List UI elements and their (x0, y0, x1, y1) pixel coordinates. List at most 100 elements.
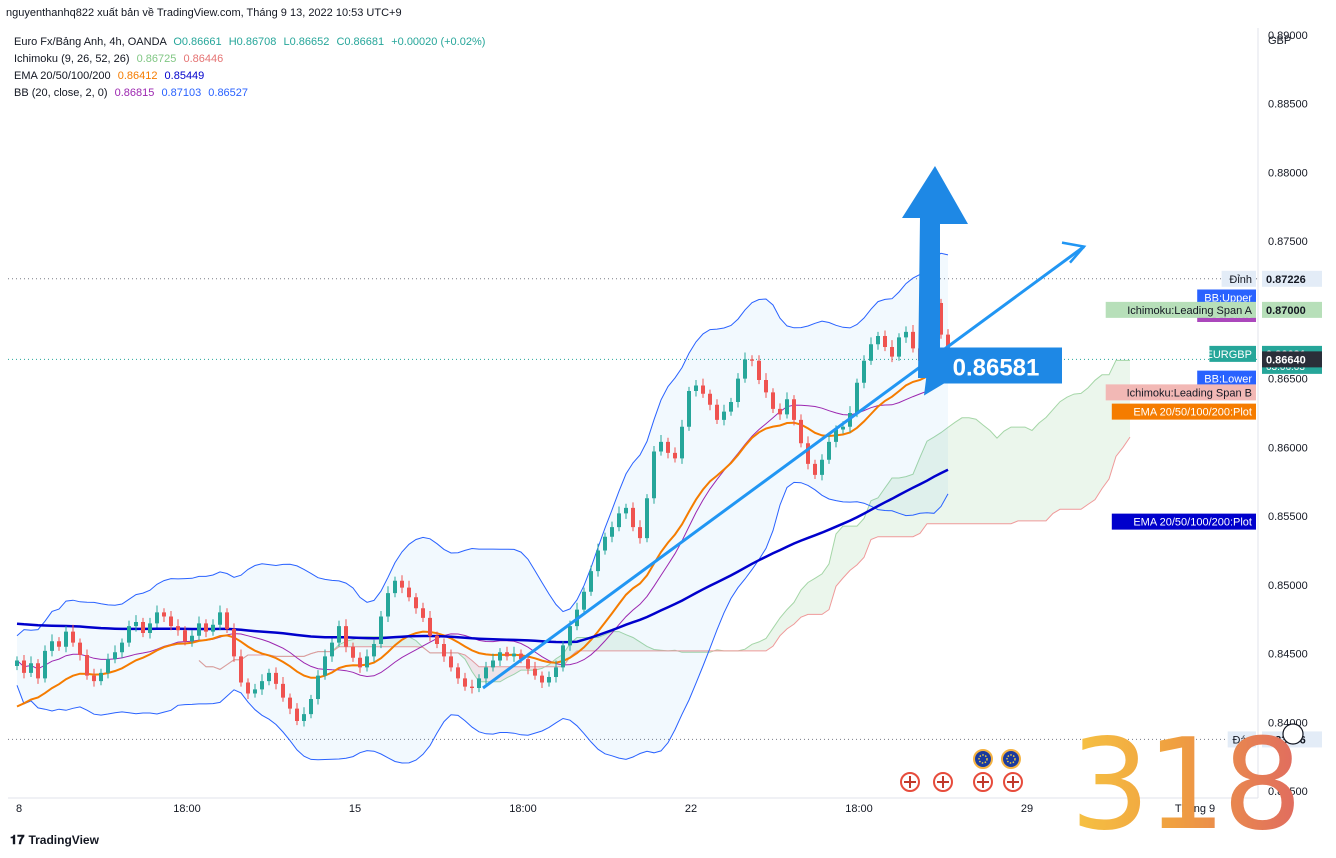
candle (757, 355, 761, 385)
candle-body (617, 513, 621, 528)
candle (722, 404, 726, 426)
candle (708, 389, 712, 411)
candle-body (519, 653, 523, 660)
candle-body (344, 626, 348, 647)
candle (785, 392, 789, 419)
cloud-segment (997, 431, 1004, 524)
timezone-badge-icon (1282, 723, 1304, 745)
candle-body (365, 656, 369, 668)
bb-value-lower: 0.86527 (208, 87, 249, 99)
candle (393, 576, 397, 598)
candle-body (813, 463, 817, 475)
legend-ichimoku[interactable]: Ichimoku (9, 26, 52, 26) 0.86725 0.86446 (14, 51, 485, 68)
candle-body (855, 382, 859, 413)
candle (197, 616, 201, 640)
legend-ema[interactable]: EMA 20/50/100/200 0.86412 0.85449 (14, 68, 485, 85)
candle (134, 615, 138, 632)
candle-body (323, 656, 327, 676)
candle (596, 543, 600, 577)
candle-body (274, 672, 278, 684)
candle (652, 446, 656, 504)
candle (890, 340, 894, 363)
candle-body (869, 344, 873, 361)
candle (883, 330, 887, 352)
cloud-segment (1039, 417, 1046, 521)
candle (820, 454, 824, 481)
candle (505, 646, 509, 661)
price-label-text: Ichimoku:Leading Span B (1127, 387, 1252, 399)
candle-body (596, 550, 600, 572)
candle (855, 378, 859, 418)
cloud-segment (619, 631, 626, 651)
candle (435, 631, 439, 649)
legend-bb[interactable]: BB (20, close, 2, 0) 0.86815 0.87103 0.8… (14, 85, 485, 102)
candle-body (351, 646, 355, 658)
price-value-text: 0.87000 (1266, 305, 1306, 317)
candle (155, 605, 159, 628)
candle-body (57, 641, 61, 647)
candle (449, 649, 453, 672)
price-label-8: EMA 20/50/100/200:Plot (1111, 403, 1256, 420)
candle-body (29, 663, 33, 673)
candle (407, 580, 411, 602)
candle (673, 447, 677, 463)
candle-body (197, 623, 201, 636)
candle-body (120, 642, 124, 653)
ema-slow-line (16, 468, 949, 644)
x-tick-label-0: 8 (16, 803, 22, 815)
candle (113, 645, 117, 664)
candle-body (806, 443, 810, 464)
y-tick-label-0: 0.89000 (1268, 30, 1308, 42)
price-label-6: BB:Lower (1197, 370, 1256, 387)
cloud-segment (857, 518, 864, 565)
candle (806, 436, 810, 470)
candle-body (134, 622, 138, 627)
y-tick-label-9: 0.84500 (1268, 649, 1308, 661)
ema-fast-line (16, 364, 949, 708)
x-tick-label-1: 18:00 (173, 803, 201, 815)
candle-body (827, 441, 831, 460)
candle (260, 674, 264, 695)
candle-body (561, 645, 565, 668)
price-label-tag (1105, 384, 1256, 401)
tradingview-logo[interactable]: 𝟏𝟕 TradingView (10, 832, 99, 848)
candle-body (421, 608, 425, 618)
cloud-segment (885, 477, 892, 537)
price-label-text: Ichimoku:Leading Span A (1127, 305, 1252, 317)
bb-value-basis: 0.86815 (114, 87, 155, 99)
x-tick-label-2: 15 (349, 803, 361, 815)
candle-body (78, 642, 82, 655)
bb-band-fill (17, 253, 948, 763)
cloud-segment (976, 419, 983, 524)
candle (295, 703, 299, 726)
candle-body (400, 580, 404, 588)
price-value-tag (1262, 270, 1322, 287)
candle (645, 494, 649, 543)
candle (218, 605, 222, 631)
candle-body (883, 336, 887, 347)
symbol-label: Euro Fx/Bảng Anh, 4h, OANDA (14, 36, 167, 48)
candle (827, 435, 831, 464)
legend-symbol[interactable]: Euro Fx/Bảng Anh, 4h, OANDA O0.86661 H0.… (14, 34, 485, 51)
uk-flag-icon (933, 772, 953, 792)
candle-body (589, 571, 593, 592)
watermark-number: 318 (1070, 711, 1302, 858)
candle-body (253, 689, 257, 694)
cloud-segment (626, 634, 633, 651)
candle-body (708, 393, 712, 405)
candle-body (414, 597, 418, 609)
candle (764, 373, 768, 398)
candle-body (176, 626, 180, 631)
price-label-1: BB:Upper (1197, 289, 1256, 306)
candle-body (330, 642, 334, 657)
candle-body (148, 623, 152, 633)
candle-body (239, 656, 243, 683)
candle-body (946, 334, 950, 354)
candle (694, 380, 698, 397)
candle (904, 326, 908, 343)
candle-body (99, 672, 103, 682)
candle-body (379, 616, 383, 644)
candle-body (547, 677, 551, 683)
trend-arrow-head (1061, 241, 1087, 264)
